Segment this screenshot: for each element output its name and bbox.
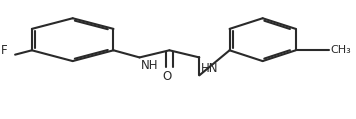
Text: CH₃: CH₃ xyxy=(330,45,351,55)
Text: NH: NH xyxy=(141,59,159,72)
Text: O: O xyxy=(162,70,171,83)
Text: F: F xyxy=(1,44,7,57)
Text: HN: HN xyxy=(201,62,219,75)
